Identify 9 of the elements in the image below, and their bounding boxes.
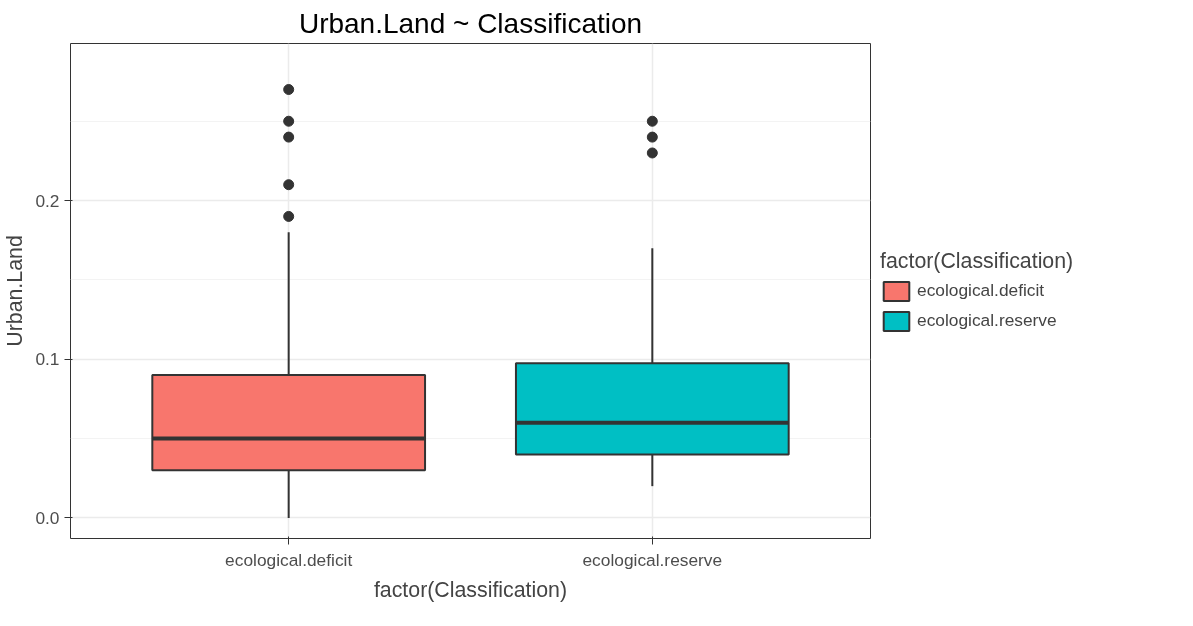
y-axis-title: Urban.Land xyxy=(3,235,28,347)
legend-label: ecological.reserve xyxy=(917,310,1057,331)
legend-title: factor(Classification) xyxy=(880,248,1074,274)
x-axis-title: factor(Classification) xyxy=(373,577,568,602)
legend-label: ecological.deficit xyxy=(917,280,1045,301)
y-tick-label: 0.2 xyxy=(35,190,60,211)
y-tick-label: 0.0 xyxy=(35,507,60,528)
chart-title: Urban.Land ~ Classification xyxy=(298,7,643,39)
y-tick-label: 0.1 xyxy=(35,349,60,370)
